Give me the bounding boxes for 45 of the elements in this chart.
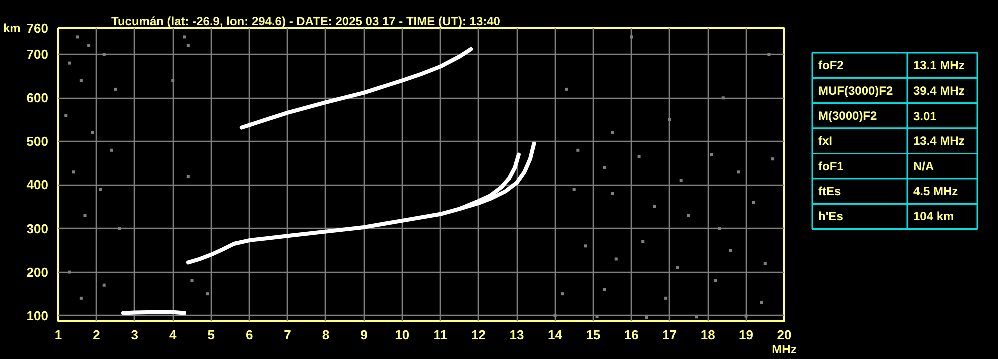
text: 104 km	[914, 210, 954, 224]
y-tick-label: 100	[26, 308, 49, 324]
text: 39.4 MHz	[914, 84, 965, 98]
category-label: MUF(3000)F2	[818, 84, 894, 98]
x-tick-label: 17	[662, 328, 678, 342]
text: 13.4 MHz	[914, 134, 965, 148]
text: 3.01	[914, 109, 937, 124]
x-tick-label: 12	[472, 328, 486, 342]
x-tick-label: 13	[510, 328, 524, 342]
y-tick-label: 300	[26, 221, 49, 236]
x-tick-label: 1	[54, 328, 62, 342]
text: N/A	[914, 159, 934, 174]
x-tick-label: 7	[284, 328, 292, 342]
y-tick-label: 400	[26, 178, 49, 193]
category-label: M(3000)F2	[818, 108, 878, 123]
y-tick-label: 500	[26, 134, 49, 150]
x-tick-label: 19	[739, 328, 754, 342]
x-tick-label: 15	[586, 328, 601, 342]
x-tick-label: 9	[360, 328, 368, 342]
category-label: h'Es	[818, 210, 844, 224]
x-tick-label: 14	[548, 328, 564, 342]
y-tick-label: 200	[26, 264, 49, 280]
x-tick-label: 8	[322, 328, 330, 342]
category-label: foF2	[818, 58, 844, 73]
x-tick-label: 2	[93, 328, 100, 342]
x-axis-title: MHz	[772, 342, 797, 356]
x-tick-label: 4	[170, 328, 178, 342]
x-tick-label: 16	[624, 328, 639, 342]
x-tick-label: 18	[700, 328, 716, 342]
y-tick-label: 760	[26, 21, 49, 36]
y-tick-label: 600	[26, 90, 49, 106]
category-label: ftEs	[818, 184, 842, 198]
text: 4.5 MHz	[914, 184, 958, 198]
category-label: fxI	[818, 134, 833, 148]
y-tick-label: 700	[26, 47, 49, 62]
y-axis-title: km	[3, 22, 21, 36]
x-tick-label: 10	[395, 328, 410, 342]
x-tick-label: 3	[131, 328, 139, 342]
x-tick-label: 11	[434, 328, 448, 342]
x-tick-label: 20	[777, 328, 792, 342]
x-tick-label: 5	[208, 328, 215, 342]
text: 13.1 MHz	[914, 58, 965, 73]
x-tick-label: 6	[246, 328, 254, 342]
category-label: foF1	[818, 159, 844, 174]
chart-title: Tucumán (lat: -26.9, lon: 294.6) - DATE: 2025 03 17 - TIME (UT): 13:40	[112, 14, 501, 28]
